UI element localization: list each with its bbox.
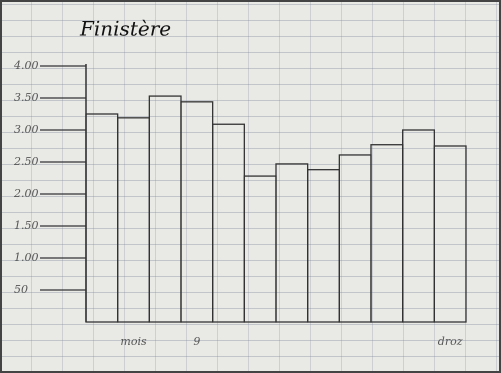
y-tick-label: 50 <box>14 283 28 296</box>
y-tick-label: 3.50 <box>14 91 39 104</box>
bar <box>370 144 404 323</box>
bar <box>180 101 214 323</box>
y-tick-label: 1.50 <box>14 219 39 232</box>
x-tick-label: 9 <box>193 335 200 348</box>
y-tick-label: 3.00 <box>14 123 39 136</box>
chart-title: Finistère <box>79 17 171 41</box>
y-tick-label: 2.00 <box>13 187 39 200</box>
x-tick-label: mois <box>120 335 147 348</box>
x-tick-label: droz <box>438 335 463 348</box>
bar <box>307 169 340 323</box>
bar <box>85 113 119 323</box>
bar <box>433 145 467 323</box>
bar <box>117 117 150 323</box>
bar <box>402 129 435 323</box>
y-tick-label: 4.00 <box>13 59 39 72</box>
bar <box>338 154 372 323</box>
bar <box>243 175 277 323</box>
y-tick-label: 1.00 <box>14 251 39 264</box>
bar <box>148 95 182 323</box>
bar <box>212 123 245 323</box>
y-tick-label: 2.50 <box>13 155 39 168</box>
bar <box>275 163 309 323</box>
